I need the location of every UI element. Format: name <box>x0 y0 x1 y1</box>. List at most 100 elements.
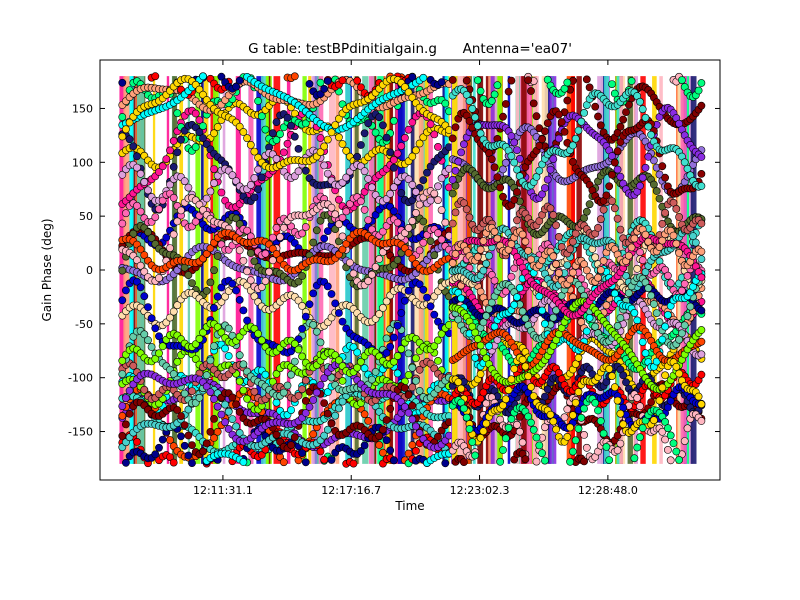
data-point <box>342 207 351 216</box>
data-point <box>144 186 152 195</box>
data-point <box>408 217 417 225</box>
data-point <box>697 219 706 228</box>
data-point <box>210 304 218 312</box>
data-point <box>415 139 424 148</box>
data-point <box>235 407 244 416</box>
data-point <box>378 303 387 312</box>
data-point <box>338 232 347 241</box>
data-point <box>504 87 513 96</box>
data-point <box>195 116 204 124</box>
data-point <box>364 174 373 183</box>
data-point <box>430 310 439 319</box>
data-point <box>235 429 244 437</box>
data-point <box>680 321 689 330</box>
data-point <box>423 168 431 177</box>
data-point <box>246 276 255 285</box>
data-point <box>301 312 310 321</box>
data-point <box>323 227 332 235</box>
data-point <box>206 187 215 196</box>
data-point <box>166 180 174 189</box>
data-point <box>448 175 457 184</box>
data-point <box>613 214 622 223</box>
data-point <box>434 182 442 191</box>
data-point <box>323 425 332 434</box>
data-point <box>382 297 391 306</box>
data-point <box>309 289 318 298</box>
data-point <box>323 409 332 418</box>
data-point <box>375 113 384 122</box>
data-point <box>118 113 127 121</box>
data-point <box>538 306 546 315</box>
data-point <box>415 365 424 374</box>
data-point <box>596 121 605 130</box>
data-point <box>342 173 351 182</box>
data-point <box>541 392 549 401</box>
data-point <box>202 249 211 258</box>
data-point <box>367 375 376 384</box>
data-point <box>338 245 347 254</box>
data-point <box>268 256 277 265</box>
data-point <box>224 407 233 416</box>
data-point <box>360 129 369 138</box>
data-point <box>290 132 299 141</box>
data-point <box>276 233 284 241</box>
data-point <box>389 207 398 216</box>
data-point <box>180 421 189 429</box>
data-point <box>298 449 306 457</box>
data-point <box>485 305 493 314</box>
data-point <box>451 208 460 217</box>
data-point <box>462 205 471 214</box>
data-point <box>180 441 189 450</box>
data-point <box>239 360 248 369</box>
data-point <box>356 83 365 92</box>
data-point <box>272 154 281 163</box>
data-point <box>434 336 442 345</box>
data-point <box>279 148 288 157</box>
data-point <box>434 142 442 151</box>
data-point <box>378 448 387 457</box>
data-point <box>689 232 697 240</box>
data-point <box>133 256 141 265</box>
data-point <box>459 458 468 466</box>
data-point <box>650 300 658 308</box>
data-point <box>136 207 145 216</box>
data-point <box>375 441 384 449</box>
data-point <box>610 204 619 213</box>
data-point <box>232 177 240 185</box>
data-point <box>217 240 226 249</box>
data-point <box>162 155 171 163</box>
data-point <box>415 280 424 289</box>
data-point <box>287 121 295 130</box>
data-point <box>437 174 446 183</box>
data-point <box>254 329 262 338</box>
data-point <box>532 457 541 466</box>
data-point <box>437 206 446 214</box>
data-point <box>239 306 248 315</box>
data-point <box>195 393 204 402</box>
data-point <box>441 459 450 468</box>
data-point <box>411 376 420 385</box>
data-point <box>268 233 277 242</box>
data-point <box>144 228 152 237</box>
data-point <box>309 320 318 329</box>
data-point <box>430 189 439 198</box>
data-point <box>290 357 299 366</box>
data-point <box>680 437 689 445</box>
data-point <box>166 244 174 252</box>
data-point <box>400 296 409 305</box>
data-point <box>353 76 362 85</box>
data-point <box>327 203 336 212</box>
data-point <box>243 134 251 143</box>
data-point <box>206 356 215 365</box>
data-point <box>294 167 303 176</box>
data-point <box>697 350 706 359</box>
data-point <box>661 208 669 217</box>
data-point <box>683 271 692 280</box>
data-point <box>254 165 262 174</box>
data-point <box>144 303 152 311</box>
data-point <box>349 269 358 278</box>
data-point <box>532 112 541 121</box>
data-point <box>349 343 358 351</box>
data-point <box>147 314 156 323</box>
data-point <box>122 420 130 429</box>
